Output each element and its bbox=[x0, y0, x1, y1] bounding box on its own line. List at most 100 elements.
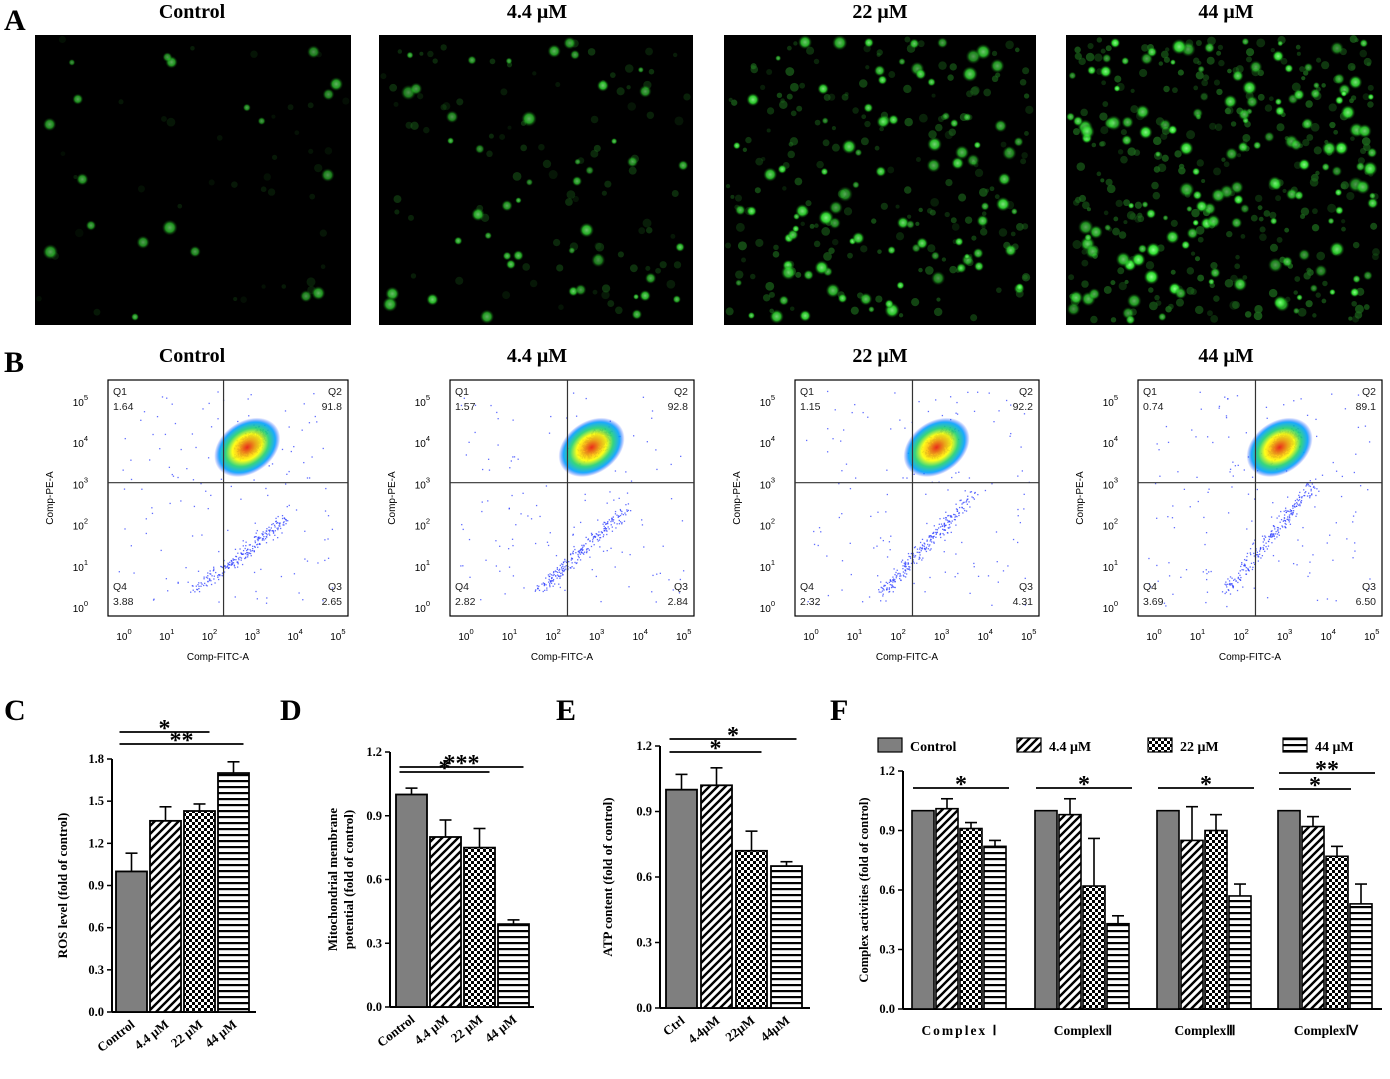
event-dot bbox=[618, 519, 620, 522]
event-dot bbox=[285, 520, 287, 522]
dim-cell bbox=[233, 296, 238, 302]
event-dot bbox=[549, 532, 551, 534]
panel-letter-f: F bbox=[830, 694, 848, 727]
event-dot bbox=[924, 548, 927, 551]
dim-cell bbox=[876, 52, 881, 57]
fluorescent-cell bbox=[453, 236, 463, 246]
dim-cell bbox=[898, 313, 904, 318]
fluorescent-cell bbox=[547, 44, 562, 58]
event-dot bbox=[951, 476, 953, 479]
dim-cell bbox=[864, 120, 871, 128]
quadrant-label-q1: Q1 bbox=[113, 386, 127, 398]
event-dot bbox=[619, 521, 622, 523]
dim-cell bbox=[1313, 146, 1322, 155]
dim-cell bbox=[1102, 101, 1109, 107]
dim-cell bbox=[1151, 181, 1159, 190]
event-dot bbox=[906, 568, 908, 570]
fluorescent-cell bbox=[803, 269, 814, 281]
event-dot bbox=[888, 591, 890, 593]
dim-cell bbox=[488, 133, 494, 139]
dim-cell bbox=[904, 117, 913, 127]
micrograph-control bbox=[35, 35, 351, 325]
event-dot bbox=[234, 548, 237, 551]
event-dot bbox=[247, 548, 249, 550]
dim-cell bbox=[1221, 157, 1226, 162]
event-dot bbox=[177, 581, 179, 584]
dim-cell bbox=[865, 65, 870, 70]
fluorescent-cell bbox=[1303, 62, 1314, 73]
dim-cell bbox=[831, 143, 840, 152]
dim-cell bbox=[1145, 261, 1155, 270]
dim-cell bbox=[1316, 251, 1326, 261]
event-dot bbox=[549, 575, 551, 578]
y-tick-label: 103 bbox=[415, 475, 430, 491]
quadrant-label-q2: Q2 bbox=[674, 386, 688, 398]
event-dot bbox=[513, 456, 516, 458]
dim-cell bbox=[1264, 104, 1273, 112]
event-dot bbox=[481, 501, 483, 503]
dim-cell bbox=[1329, 121, 1336, 129]
event-dot bbox=[237, 562, 239, 564]
event-dot bbox=[935, 532, 938, 534]
fluorescent-cell bbox=[851, 231, 865, 245]
fluorescent-cell bbox=[626, 156, 639, 168]
event-dot bbox=[1012, 538, 1015, 541]
event-dot bbox=[495, 540, 497, 542]
fluorescent-cell bbox=[863, 102, 874, 113]
event-dot bbox=[1017, 475, 1019, 477]
event-dot bbox=[595, 575, 597, 578]
fluorescent-cell bbox=[863, 37, 874, 48]
dim-cell bbox=[814, 223, 819, 228]
event-dot bbox=[550, 580, 553, 582]
event-dot bbox=[945, 511, 947, 513]
event-dot bbox=[549, 586, 551, 588]
dim-cell bbox=[674, 116, 684, 126]
event-dot bbox=[923, 542, 925, 544]
event-dot bbox=[920, 548, 923, 550]
fluorescent-cell bbox=[1127, 202, 1135, 209]
fluorescent-cell bbox=[1267, 257, 1283, 273]
dim-cell bbox=[786, 45, 792, 51]
event-dot bbox=[614, 513, 617, 515]
dim-cell bbox=[548, 170, 558, 180]
event-dot bbox=[615, 527, 617, 529]
fluorescent-cell bbox=[1362, 161, 1378, 177]
event-dot bbox=[933, 525, 935, 527]
event-dot bbox=[265, 542, 268, 544]
event-dot bbox=[253, 551, 255, 553]
fluorescent-cell bbox=[131, 312, 139, 321]
event-dot bbox=[590, 534, 593, 536]
fluorescent-cell bbox=[887, 245, 896, 255]
event-dot bbox=[600, 600, 602, 603]
event-dot bbox=[544, 589, 546, 592]
fluorescent-cell bbox=[426, 293, 439, 306]
event-dot bbox=[250, 550, 252, 552]
y-tick-label: 104 bbox=[415, 434, 430, 450]
dim-cell bbox=[831, 126, 837, 131]
dim-cell bbox=[1210, 262, 1218, 270]
dim-cell bbox=[60, 151, 66, 157]
event-dot bbox=[580, 548, 582, 550]
event-dot bbox=[941, 414, 944, 417]
fluorescent-cell bbox=[1296, 294, 1303, 301]
event-dot bbox=[209, 573, 211, 575]
event-dot bbox=[461, 523, 463, 526]
fluorescent-cell bbox=[1181, 240, 1191, 250]
dim-cell bbox=[499, 133, 506, 140]
event-dot bbox=[242, 545, 244, 547]
event-dot bbox=[605, 528, 608, 530]
event-dot bbox=[198, 587, 200, 590]
event-dot bbox=[572, 534, 574, 536]
dim-cell bbox=[271, 114, 276, 119]
dim-cell bbox=[918, 207, 923, 213]
dim-cell bbox=[1197, 274, 1205, 282]
event-dot bbox=[577, 555, 580, 557]
dim-cell bbox=[860, 245, 868, 253]
fluorescent-cell bbox=[1101, 53, 1112, 64]
event-dot bbox=[943, 534, 945, 536]
event-dot bbox=[962, 502, 964, 504]
fluorescent-cell bbox=[631, 309, 643, 320]
event-dot bbox=[949, 516, 952, 518]
fluorescent-cell bbox=[973, 141, 982, 149]
event-dot bbox=[571, 566, 573, 568]
